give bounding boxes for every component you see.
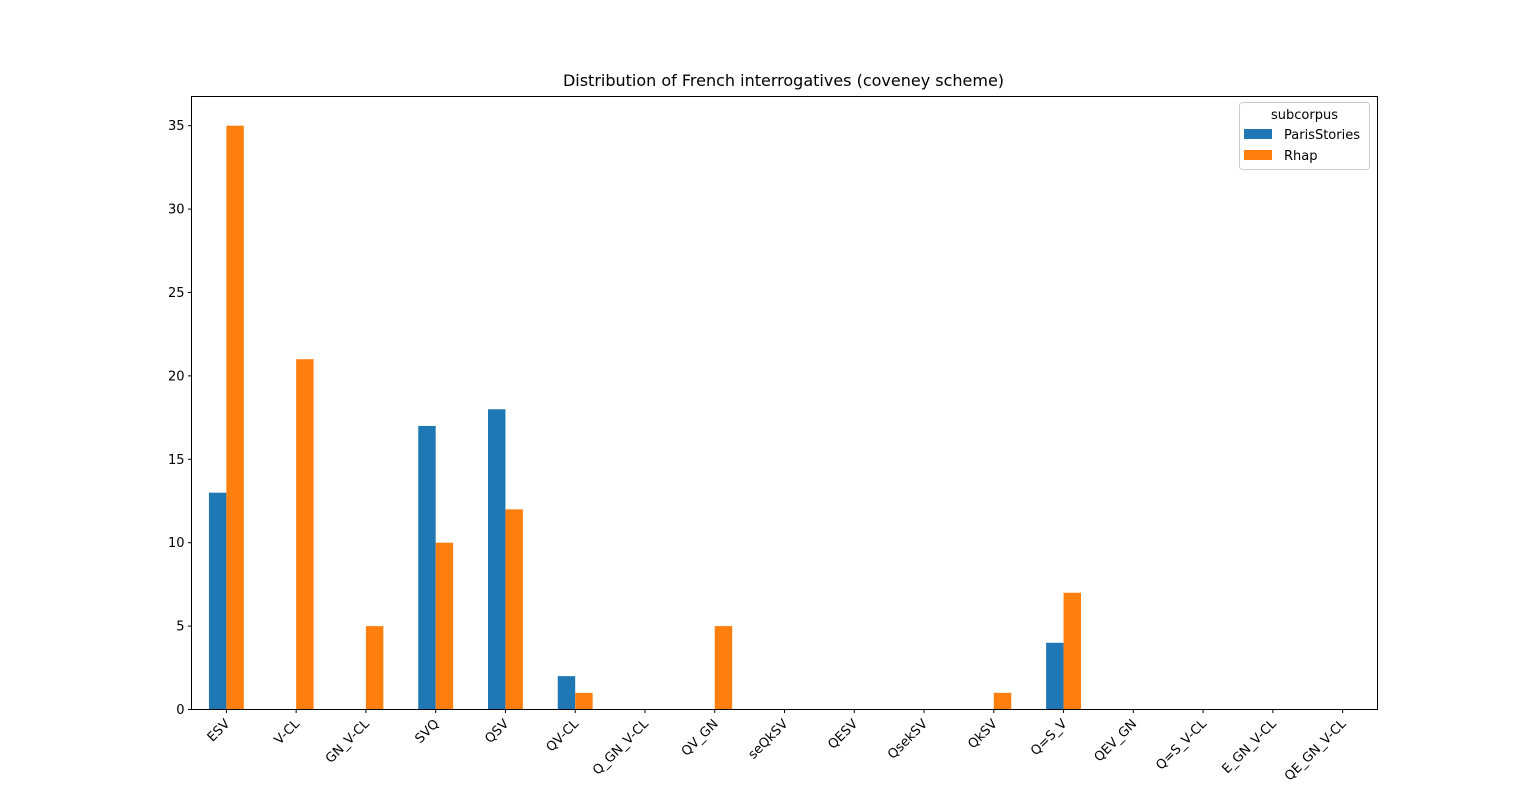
x-tick-label: V-CL: [272, 716, 304, 748]
chart-title: Distribution of French interrogatives (c…: [563, 71, 1004, 90]
legend: subcorpus ParisStories Rhap: [1239, 102, 1370, 170]
x-tick-label: QESV: [825, 717, 861, 753]
bar-parisstories-esv: [208, 492, 227, 710]
y-tick-label: 5: [176, 620, 184, 635]
x-tick-label: QEV_GN: [1092, 717, 1141, 766]
x-tick-label: QE_GN_V-CL: [1282, 716, 1350, 784]
bar-parisstories-qsv: [488, 409, 506, 710]
y-tick-label: 35: [168, 119, 185, 134]
x-tick-label: GN_V-CL: [323, 716, 373, 766]
x-tick-label: QkSV: [965, 717, 1000, 752]
x-tick-label: seQkSV: [746, 717, 792, 763]
x-tick-label: QSV: [482, 717, 512, 747]
bar-parisstories-svq: [418, 425, 436, 710]
bars-group: [208, 125, 1081, 710]
bar-rhap-qksv: [993, 692, 1012, 710]
y-tick-label: 30: [168, 203, 185, 218]
bar-rhap-esv: [226, 125, 244, 710]
bar-rhap-qsv: [505, 509, 523, 710]
legend-label-rhap: Rhap: [1284, 149, 1318, 164]
y-axis: 0 5 10 15 20 25 30 35: [168, 119, 192, 718]
x-tick-label: Q=S_V: [1028, 717, 1070, 759]
plot-frame: [191, 96, 1378, 710]
bar-rhap-gn_v-cl: [365, 626, 384, 710]
y-tick-label: 15: [168, 453, 185, 468]
x-tick-label: ESV: [205, 717, 234, 746]
legend-swatch-rhap: [1244, 150, 1272, 160]
x-tick-label: Q_GN_V-CL: [590, 716, 652, 778]
bar-parisstories-q=s_v: [1046, 642, 1064, 710]
x-tick-label: SVQ: [413, 717, 443, 747]
x-tick-label: QV-CL: [544, 716, 583, 755]
y-tick-label: 10: [168, 536, 185, 551]
x-tick-label: QsekSV: [885, 717, 931, 763]
x-tick-label: E_GN_V-CL: [1219, 716, 1280, 777]
x-axis: ESV V-CL GN_V-CL SVQ QSV QV-CL Q_GN_V-CL QV_GN s…: [205, 709, 1350, 784]
legend-swatch-parisstories: [1244, 129, 1272, 139]
x-tick-label: Q=S_V-CL: [1153, 716, 1210, 773]
bar-rhap-qv-cl: [575, 692, 593, 710]
y-tick-label: 0: [176, 703, 184, 718]
legend-label-parisstories: ParisStories: [1284, 128, 1360, 143]
bar-parisstories-qv-cl: [557, 676, 576, 710]
bar-rhap-qv_gn: [714, 626, 733, 710]
bar-rhap-q=s_v: [1063, 592, 1081, 710]
y-tick-label: 25: [168, 286, 185, 301]
y-tick-label: 20: [168, 369, 185, 384]
bar-rhap-v-cl: [296, 359, 314, 710]
x-tick-label: QV_GN: [679, 717, 722, 760]
legend-title: subcorpus: [1271, 108, 1338, 123]
bar-rhap-svq: [435, 542, 454, 710]
